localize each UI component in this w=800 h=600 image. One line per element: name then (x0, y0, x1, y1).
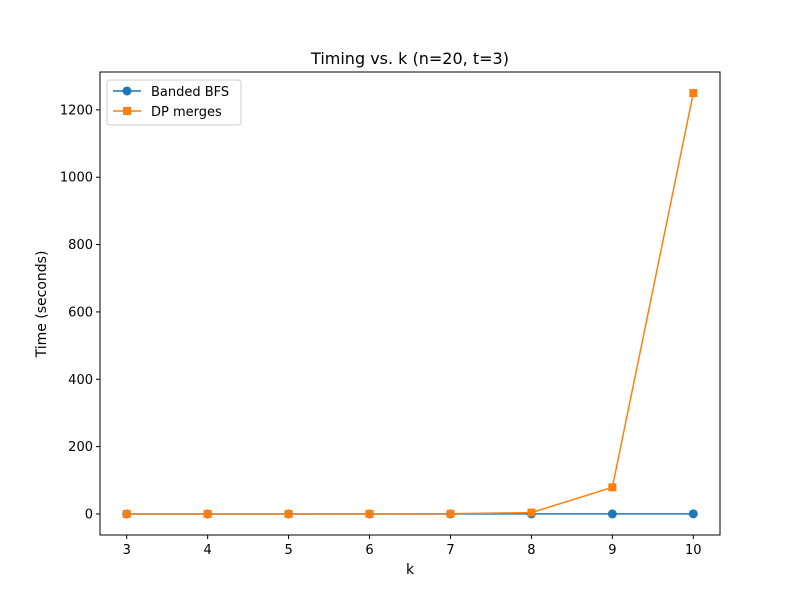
y-axis-label: Time (seconds) (34, 251, 50, 359)
x-tick-label: 7 (446, 543, 454, 558)
x-tick-label: 4 (204, 543, 212, 558)
chart-title: Timing vs. k (n=20, t=3) (310, 49, 509, 68)
data-point-dp-merges (527, 508, 536, 517)
y-tick-label: 600 (68, 305, 93, 320)
data-point-dp-merges (608, 483, 617, 492)
legend-label-banded-bfs: Banded BFS (151, 85, 229, 100)
data-point-dp-merges (365, 509, 374, 518)
legend: Banded BFS DP merges (106, 79, 242, 126)
x-axis-ticks: 3 4 5 6 7 8 9 10 (123, 535, 702, 558)
data-point-dp-merges (203, 509, 212, 518)
plot-area (99, 71, 721, 536)
data-point-banded-bfs (607, 509, 617, 519)
data-point-dp-merges (284, 509, 293, 518)
data-point-banded-bfs (688, 509, 698, 519)
x-tick-label: 10 (685, 543, 702, 558)
y-tick-label: 400 (68, 373, 93, 388)
y-axis-ticks: 0 200 400 600 800 1000 1200 (60, 103, 100, 522)
legend-label-dp-merges: DP merges (151, 105, 222, 120)
legend-marker-banded-bfs (122, 86, 132, 96)
legend-marker-dp-merges (123, 107, 131, 115)
x-tick-label: 3 (123, 543, 131, 558)
y-tick-label: 200 (68, 440, 93, 455)
y-tick-label: 0 (85, 507, 93, 522)
y-tick-label: 1000 (60, 171, 93, 186)
x-tick-label: 6 (365, 543, 373, 558)
x-tick-label: 5 (284, 543, 292, 558)
series-dp-merges (122, 89, 698, 518)
plot-frame (99, 71, 721, 536)
x-tick-label: 8 (527, 543, 535, 558)
x-tick-label: 9 (608, 543, 616, 558)
series-layer (122, 89, 698, 519)
series-line-dp-merges (126, 92, 695, 515)
data-point-dp-merges (689, 89, 698, 98)
x-axis-label: k (406, 562, 415, 578)
data-point-dp-merges (446, 509, 455, 518)
data-point-dp-merges (122, 509, 131, 518)
y-tick-label: 800 (68, 238, 93, 253)
y-tick-label: 1200 (60, 103, 93, 118)
